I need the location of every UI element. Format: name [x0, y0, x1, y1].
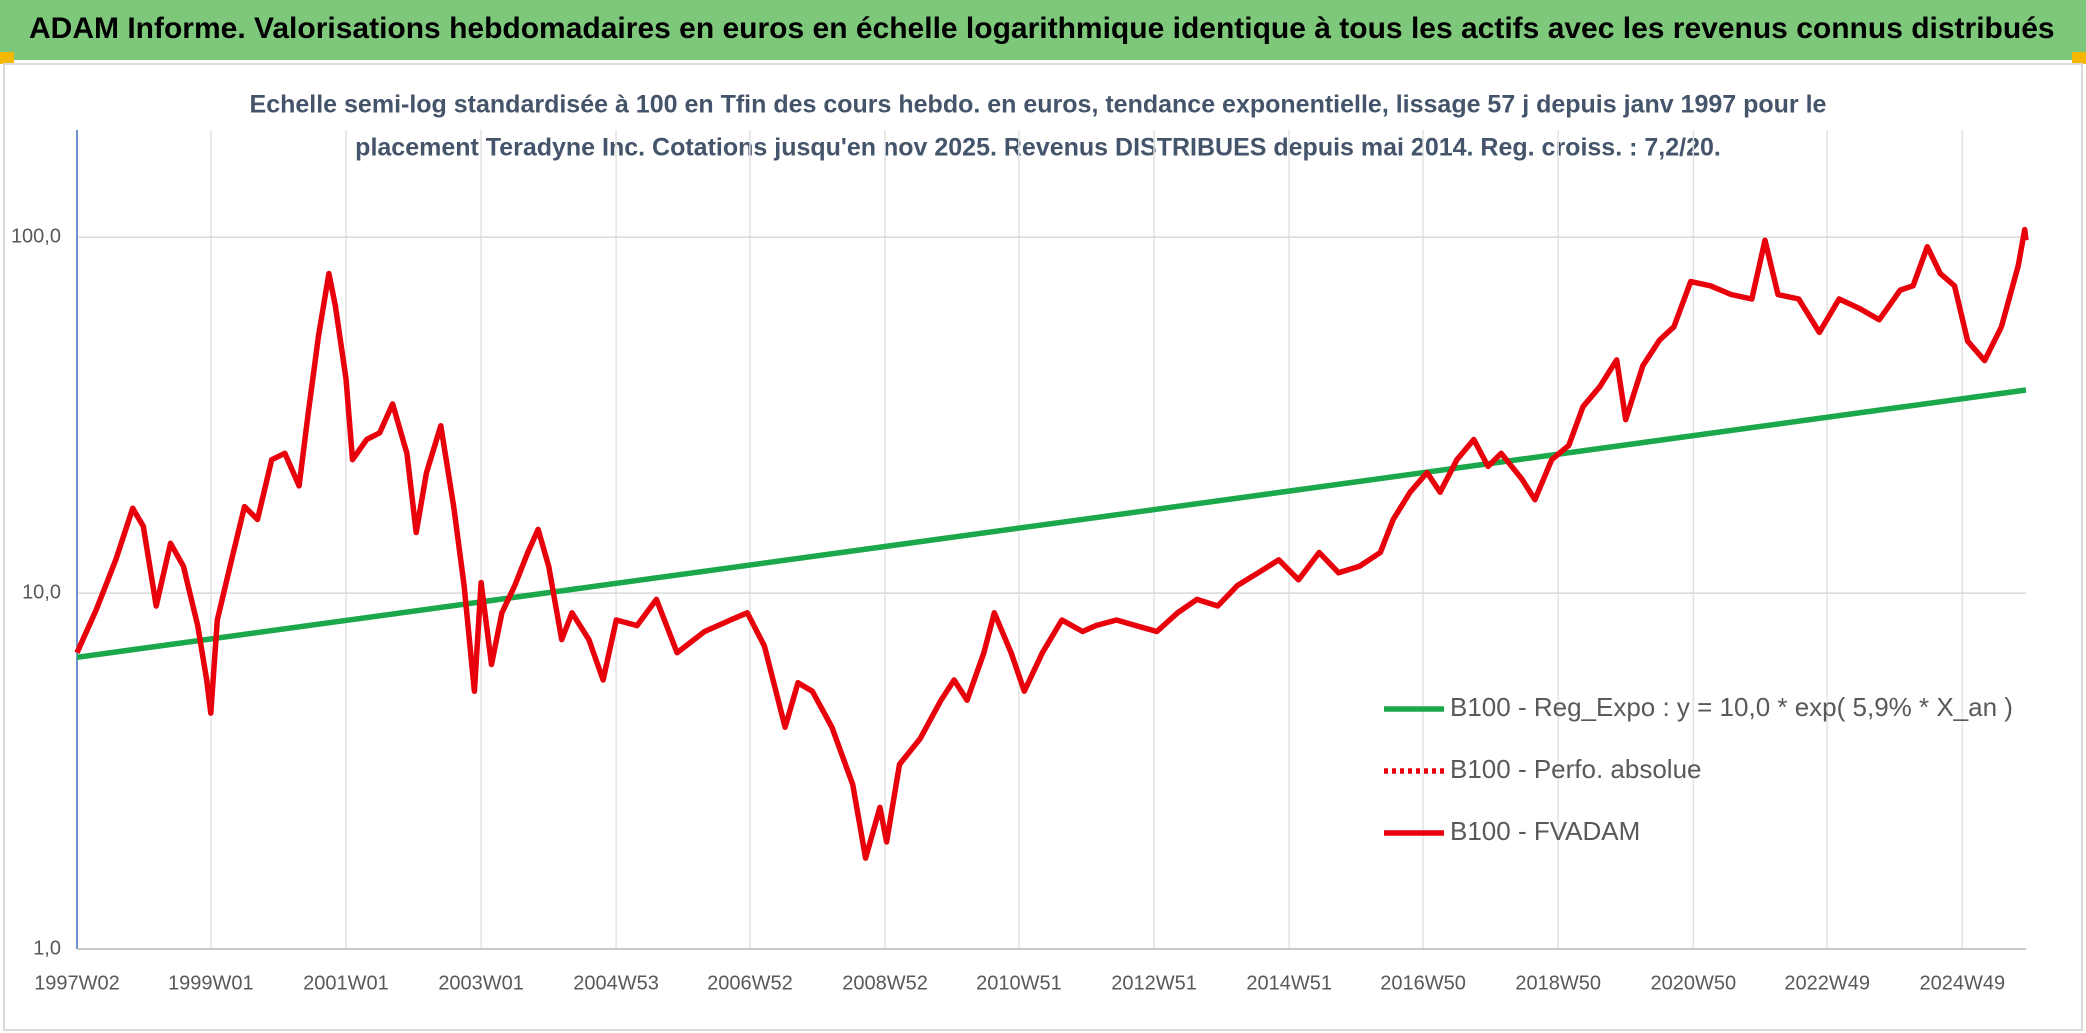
- legend-label: B100 - Reg_Expo : y = 10,0 * exp( 5,9% *…: [1450, 692, 2013, 722]
- x-tick-label: 2003W01: [438, 972, 524, 994]
- x-tick-label: 2024W49: [1920, 972, 2006, 994]
- chart-title: ADAM Informe. Valorisations hebdomadaire…: [29, 12, 2055, 45]
- x-tick-label: 2001W01: [303, 972, 389, 994]
- x-tick-label: 2006W52: [707, 972, 793, 994]
- chart-frame: [3, 63, 2083, 1031]
- legend-label: B100 - FVADAM: [1450, 816, 1640, 846]
- y-tick-label: 1,0: [33, 937, 61, 959]
- y-tick-label: 10,0: [22, 581, 61, 603]
- x-tick-label: 2004W53: [573, 972, 659, 994]
- series-line: [76, 387, 2027, 661]
- chart-subtitle: placement Teradyne Inc. Cotations jusqu'…: [355, 134, 1721, 162]
- title-banner: [0, 0, 2086, 60]
- x-tick-label: 1997W02: [34, 972, 120, 994]
- y-tick-label: 100,0: [11, 225, 61, 247]
- x-tick-label: 2016W50: [1380, 972, 1466, 994]
- x-tick-label: 2022W49: [1784, 972, 1870, 994]
- corner-marker: [2072, 52, 2086, 64]
- x-tick-label: 2018W50: [1515, 972, 1601, 994]
- x-tick-label: 2008W52: [842, 972, 928, 994]
- x-tick-label: 1999W01: [168, 972, 254, 994]
- x-tick-label: 2014W51: [1246, 972, 1332, 994]
- chart-subtitle: Echelle semi-log standardisée à 100 en T…: [250, 91, 1827, 119]
- x-tick-label: 2012W51: [1111, 972, 1197, 994]
- series-line: [74, 226, 2029, 861]
- x-tick-label: 2020W50: [1651, 972, 1737, 994]
- x-tick-label: 2010W51: [976, 972, 1062, 994]
- corner-marker: [0, 52, 14, 64]
- legend-label: B100 - Perfo. absolue: [1450, 754, 1702, 784]
